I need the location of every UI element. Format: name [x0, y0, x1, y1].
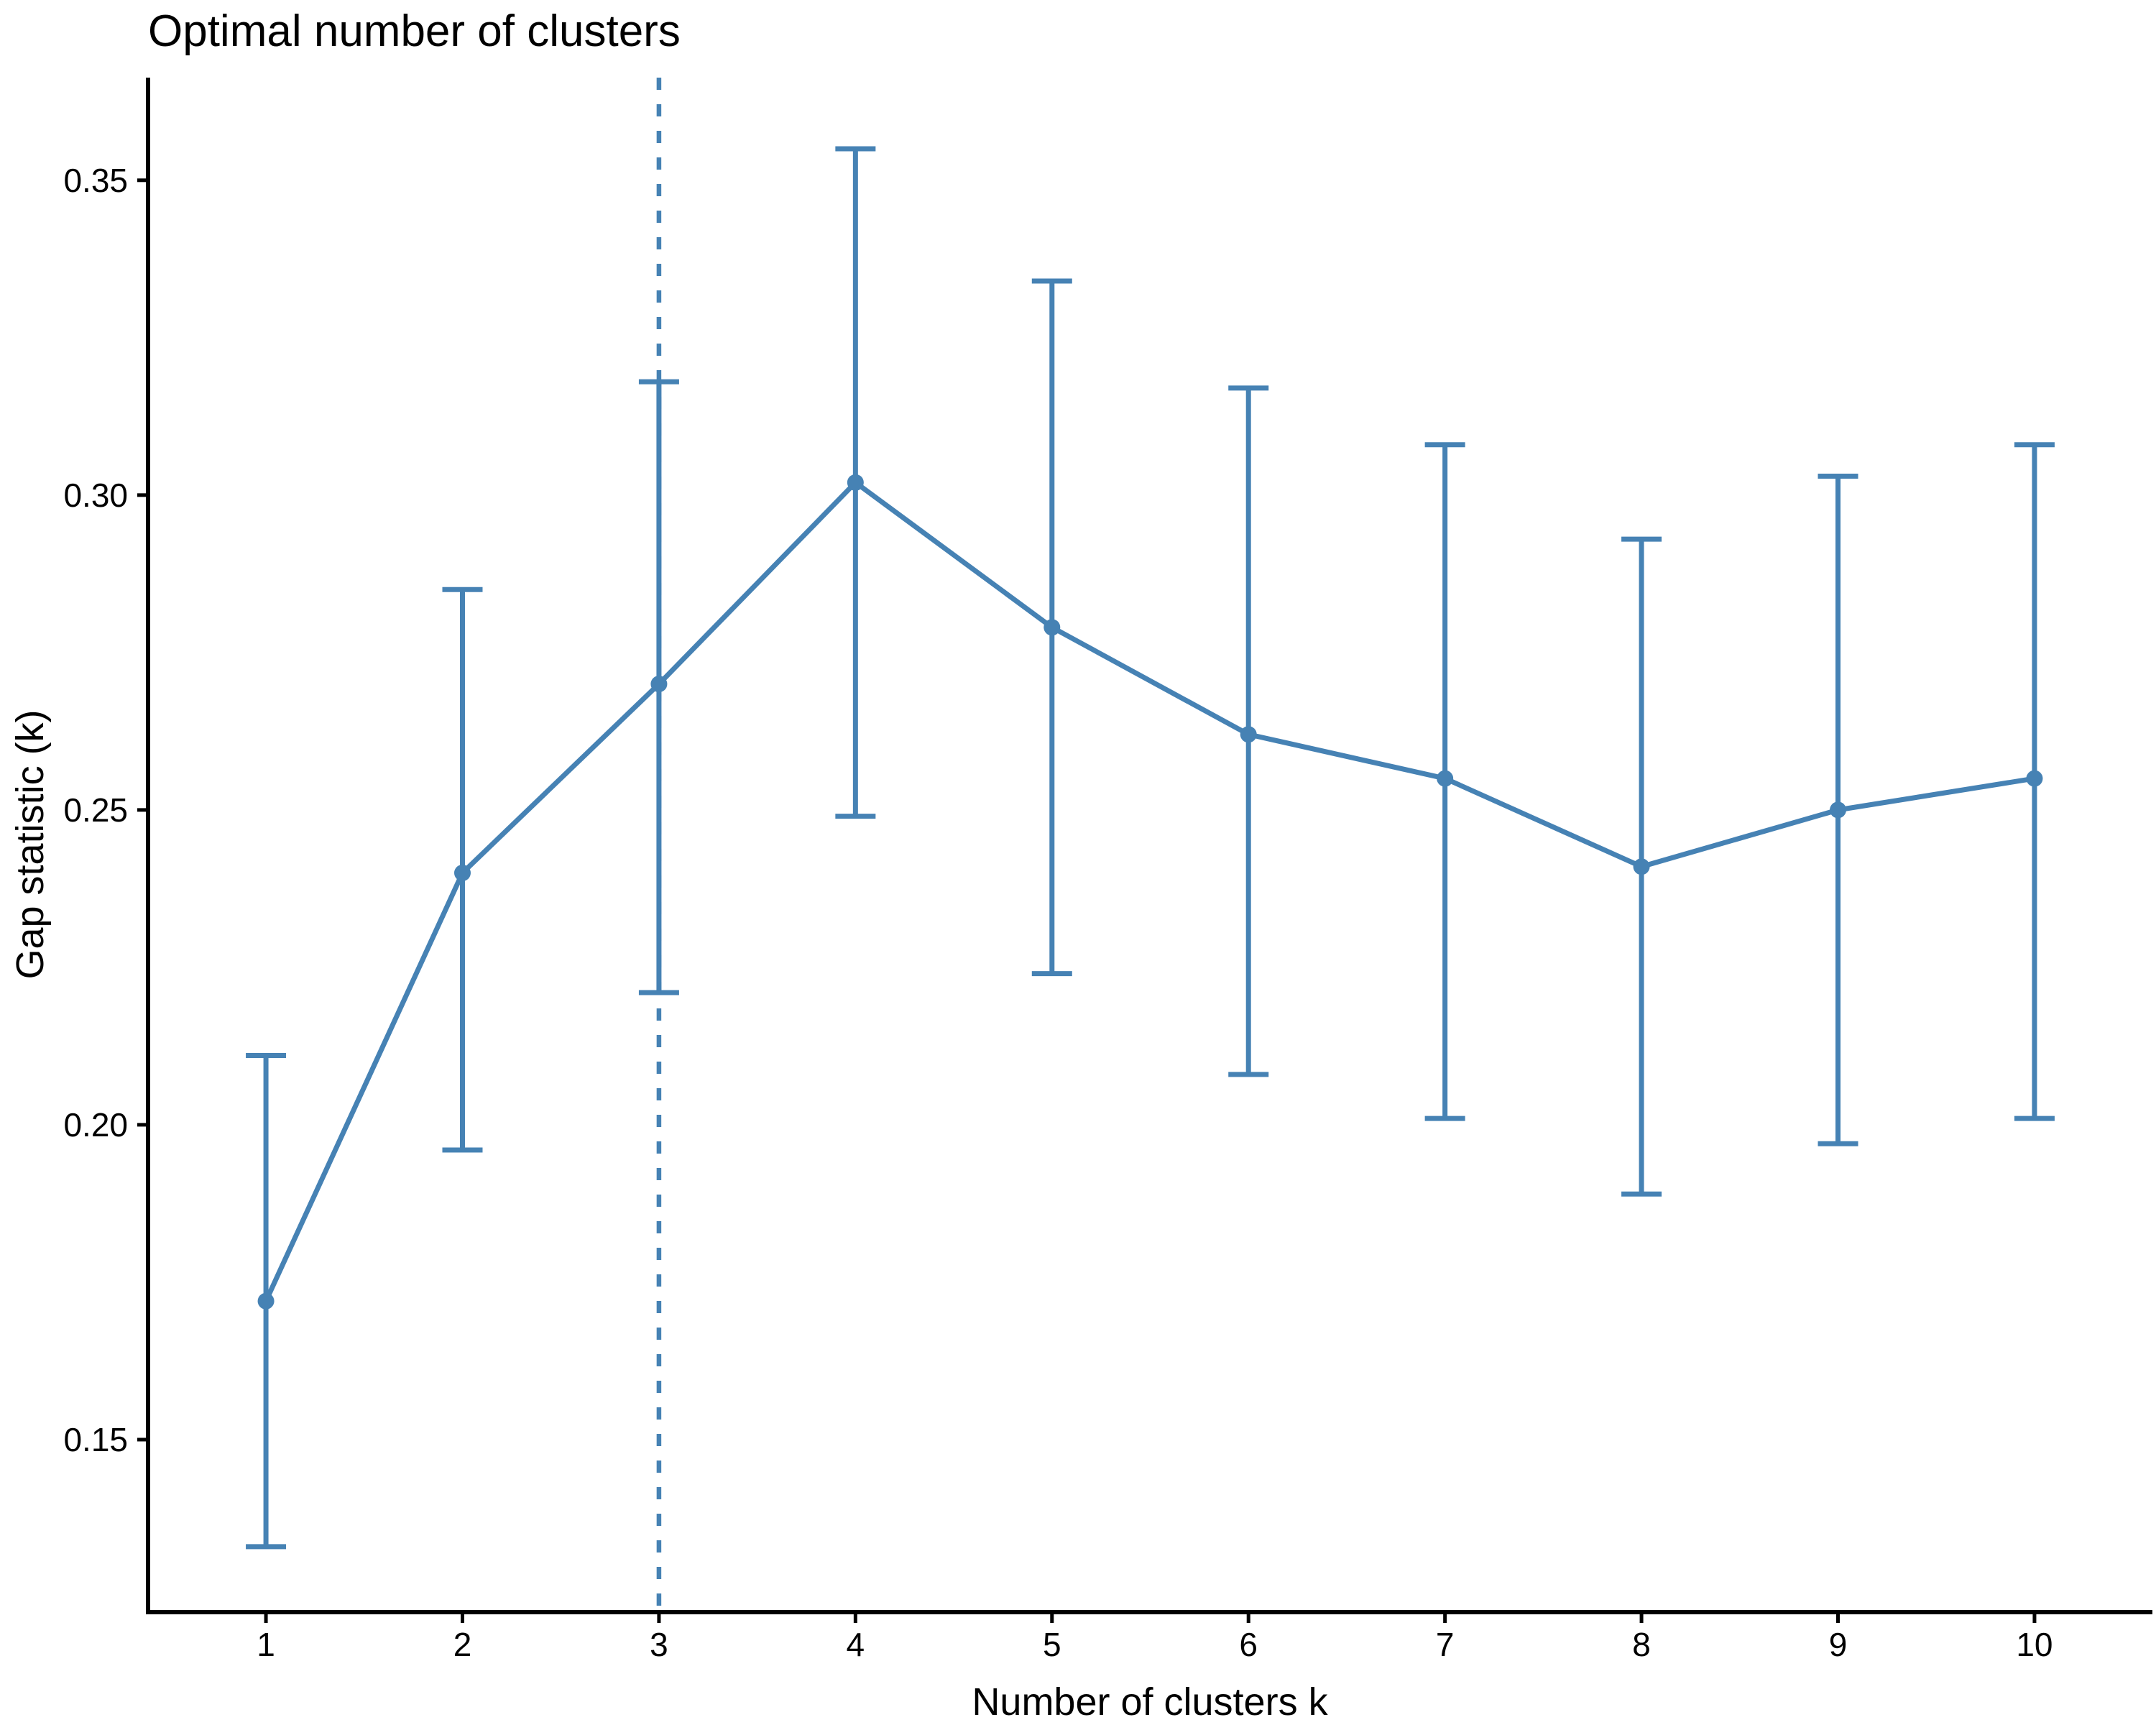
- data-point: [453, 864, 471, 881]
- data-point: [1044, 619, 1061, 636]
- data-point: [1633, 858, 1650, 875]
- x-axis-tick-label: 10: [2016, 1626, 2053, 1663]
- data-point: [847, 474, 864, 491]
- data-point: [257, 1292, 275, 1310]
- data-point: [1437, 770, 1454, 787]
- data-point: [1830, 801, 1847, 819]
- gap-statistic-line: [263, 479, 2035, 1302]
- x-axis-tick-label: 7: [1436, 1626, 1455, 1663]
- y-axis-tick-label: 0.15: [63, 1421, 128, 1458]
- plot-panel: 0.15 0.20 0.25 0.30 0.35 1 2 3 4 5 6 7 8 9 10: [63, 78, 2152, 1663]
- chart-title: Optimal number of clusters: [148, 6, 681, 56]
- data-point: [2026, 770, 2043, 787]
- x-axis-title: Number of clusters k: [972, 1680, 1328, 1724]
- x-axis-tick-label: 1: [257, 1626, 275, 1663]
- x-axis-tick-label: 8: [1632, 1626, 1651, 1663]
- x-axis-tick-label: 2: [453, 1626, 472, 1663]
- x-axis-tick-label: 5: [1043, 1626, 1061, 1663]
- x-axis-tick-label: 4: [847, 1626, 865, 1663]
- data-point: [650, 676, 668, 693]
- y-axis-tick-label: 0.25: [63, 791, 128, 829]
- x-axis-tick-label: 6: [1239, 1626, 1258, 1663]
- y-axis-tick-label: 0.30: [63, 477, 128, 514]
- y-axis-tick-label: 0.20: [63, 1106, 128, 1144]
- x-axis-tick-label: 3: [650, 1626, 668, 1663]
- data-point: [1240, 726, 1257, 743]
- y-axis-tick-label: 0.35: [63, 162, 128, 199]
- y-axis-title: Gap statistic (k): [9, 709, 52, 979]
- x-axis-tick-label: 9: [1829, 1626, 1848, 1663]
